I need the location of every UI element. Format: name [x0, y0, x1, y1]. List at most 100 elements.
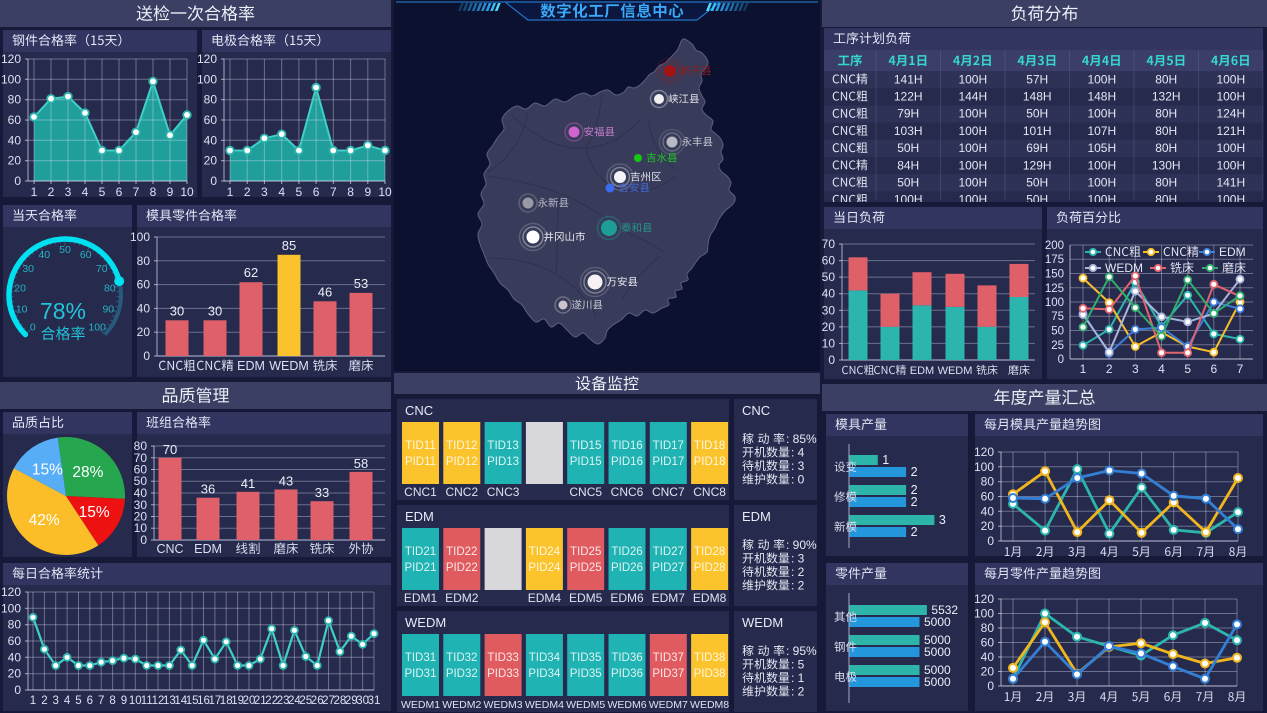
svg-text:EDM6: EDM6 [610, 591, 644, 605]
svg-text:26: 26 [311, 695, 324, 707]
svg-text:TID27: TID27 [653, 546, 684, 558]
svg-text:5: 5 [75, 695, 81, 707]
svg-text:3: 3 [261, 185, 268, 199]
svg-text:41: 41 [241, 476, 255, 491]
svg-text:PID13: PID13 [487, 456, 519, 468]
svg-text:60: 60 [981, 636, 995, 650]
svg-text:8: 8 [347, 185, 354, 199]
svg-text:10: 10 [822, 336, 836, 350]
svg-text:6: 6 [313, 185, 320, 199]
svg-text:TID33: TID33 [487, 652, 518, 664]
svg-text:13: 13 [163, 695, 176, 707]
svg-text:40: 40 [981, 650, 995, 664]
svg-text:0: 0 [140, 533, 147, 547]
svg-text:EDM: EDM [1219, 245, 1246, 259]
svg-text:80: 80 [204, 93, 218, 107]
svg-text:5: 5 [296, 185, 303, 199]
svg-text:70: 70 [96, 263, 108, 275]
svg-text:CNC8: CNC8 [693, 485, 726, 499]
svg-text:PID12: PID12 [446, 456, 478, 468]
svg-text:1: 1 [1080, 362, 1087, 376]
svg-text:EDM: EDM [742, 509, 771, 524]
svg-text:20: 20 [243, 695, 256, 707]
svg-text:PID31: PID31 [405, 668, 437, 680]
svg-text:120: 120 [1, 52, 21, 66]
svg-text:20: 20 [134, 510, 148, 524]
svg-text:85: 85 [282, 238, 296, 253]
svg-text:: 4: : 4 [791, 446, 805, 460]
svg-text:50H: 50H [897, 141, 919, 155]
svg-text:0: 0 [828, 353, 835, 367]
svg-text:7: 7 [98, 695, 104, 707]
svg-text:50H: 50H [1026, 193, 1048, 207]
svg-text:2: 2 [911, 495, 918, 509]
svg-text:120: 120 [1, 585, 21, 599]
svg-text:80H: 80H [1155, 193, 1177, 207]
svg-text:7: 7 [133, 185, 140, 199]
svg-text:100H: 100H [894, 193, 923, 207]
svg-text:80: 80 [8, 93, 22, 107]
svg-text:PID11: PID11 [405, 456, 436, 468]
svg-text:120: 120 [974, 592, 994, 606]
svg-text:TID22: TID22 [446, 546, 477, 558]
svg-text:5532: 5532 [931, 603, 958, 617]
svg-text:100H: 100H [1087, 158, 1116, 172]
svg-text:24: 24 [288, 695, 301, 707]
svg-text:4: 4 [64, 695, 71, 707]
svg-text:0: 0 [30, 322, 36, 334]
svg-text:: 3: : 3 [791, 552, 805, 566]
svg-text:20: 20 [137, 325, 151, 339]
svg-text:TID35: TID35 [570, 652, 601, 664]
svg-text:0: 0 [14, 174, 21, 188]
svg-text:80H: 80H [1155, 141, 1177, 155]
svg-text:: 2: : 2 [791, 685, 805, 699]
svg-text:2: 2 [1106, 362, 1113, 376]
svg-text:4: 4 [82, 185, 89, 199]
svg-text:25: 25 [1051, 340, 1064, 352]
svg-text:60: 60 [134, 463, 148, 477]
svg-text:148H: 148H [1023, 90, 1052, 104]
svg-text:100: 100 [1, 72, 21, 86]
svg-text:5000: 5000 [924, 663, 951, 677]
svg-text:124H: 124H [1216, 107, 1245, 121]
svg-text:20: 20 [981, 519, 995, 533]
svg-text:10: 10 [180, 185, 194, 199]
svg-text:10: 10 [134, 521, 148, 535]
svg-text:122H: 122H [894, 90, 923, 104]
svg-text:30: 30 [822, 303, 836, 317]
svg-text:10: 10 [16, 304, 28, 316]
svg-text:40: 40 [822, 287, 836, 301]
svg-text:EDM: EDM [194, 542, 222, 556]
svg-text:50H: 50H [897, 176, 919, 190]
svg-text:40: 40 [38, 249, 50, 261]
svg-text:1: 1 [31, 185, 38, 199]
svg-text:101H: 101H [1023, 124, 1052, 138]
svg-text:15%: 15% [32, 461, 63, 478]
svg-text:100: 100 [88, 322, 106, 334]
svg-text:CNC2: CNC2 [445, 485, 478, 499]
svg-text:175: 175 [1045, 254, 1064, 266]
svg-text:20: 20 [14, 282, 26, 294]
svg-text:0: 0 [143, 349, 150, 363]
svg-text:: 95%: : 95% [786, 644, 817, 658]
svg-text:18: 18 [220, 695, 233, 707]
svg-text:TID32: TID32 [446, 652, 477, 664]
svg-text:17: 17 [209, 695, 222, 707]
svg-text:TID12: TID12 [446, 440, 477, 452]
svg-text:TID17: TID17 [653, 440, 684, 452]
svg-text:TID13: TID13 [487, 440, 518, 452]
svg-text:150: 150 [1045, 269, 1064, 281]
svg-text:CNC1: CNC1 [404, 485, 437, 499]
svg-text:30: 30 [134, 498, 148, 512]
svg-text:15%: 15% [79, 504, 110, 521]
svg-text:: 85%: : 85% [786, 432, 817, 446]
svg-text:20: 20 [822, 320, 836, 334]
svg-text:PID37: PID37 [652, 668, 684, 680]
svg-text:80H: 80H [1155, 107, 1177, 121]
svg-text:CNC: CNC [156, 542, 183, 556]
svg-text:TID26: TID26 [611, 546, 642, 558]
svg-text:EDM1: EDM1 [404, 591, 438, 605]
svg-text:TID25: TID25 [570, 546, 601, 558]
svg-text:5000: 5000 [924, 675, 951, 689]
svg-text:103H: 103H [894, 124, 923, 138]
